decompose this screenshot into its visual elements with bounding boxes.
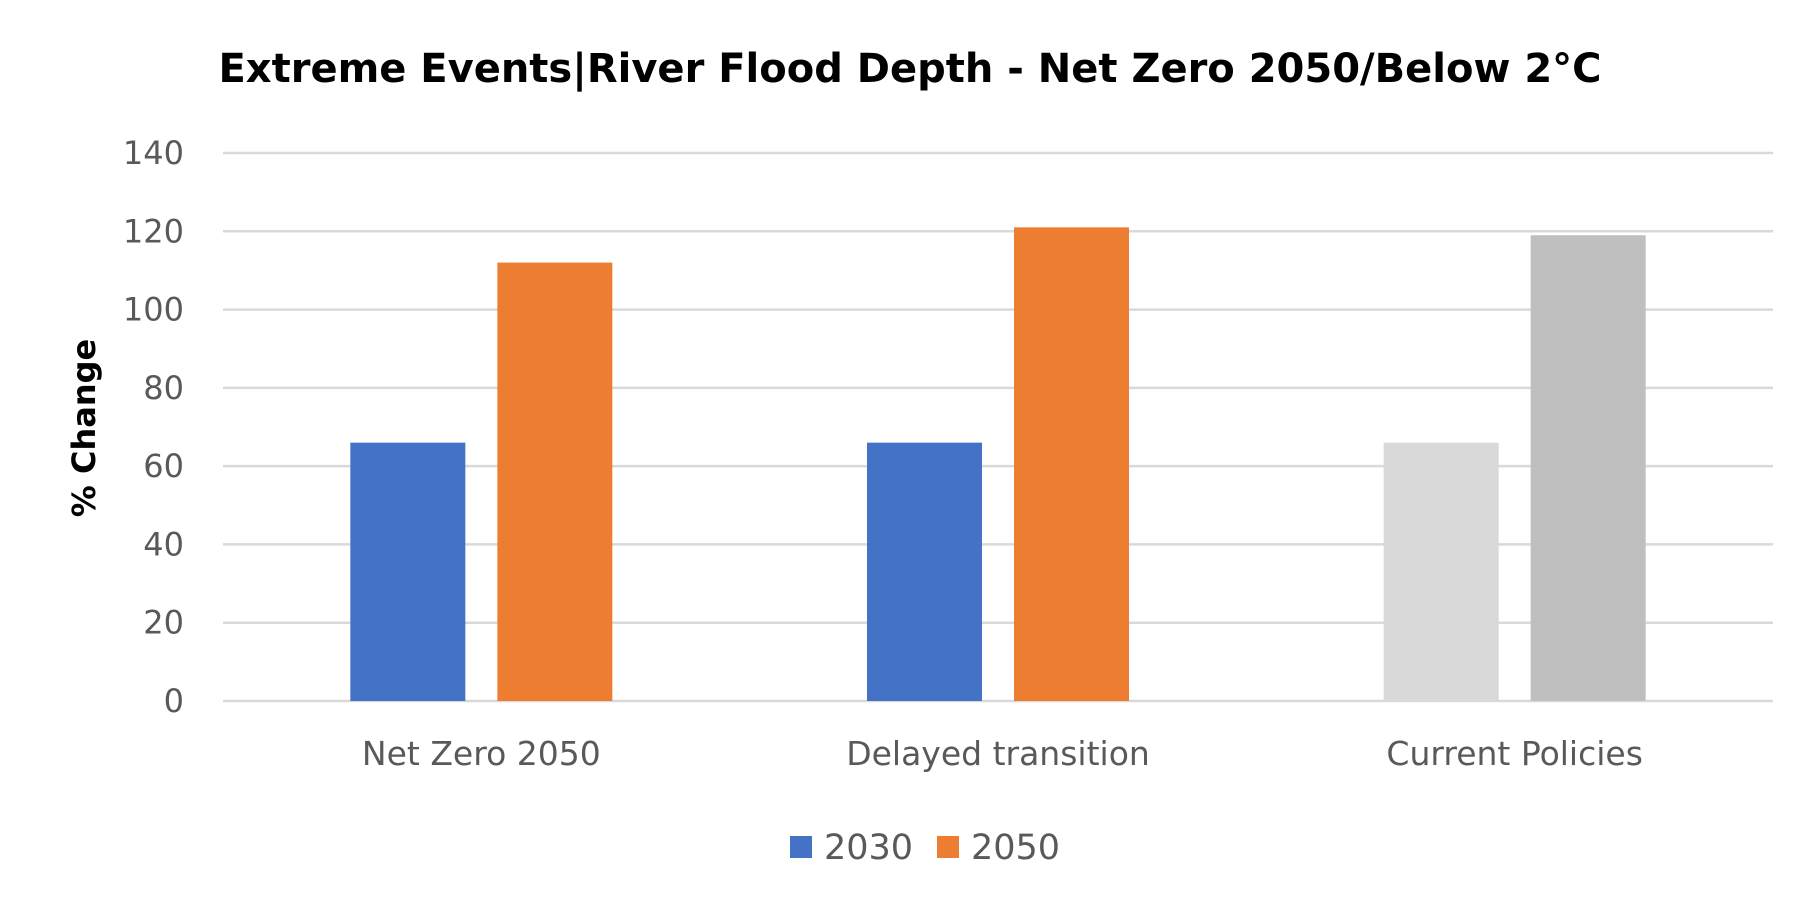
y-tick-label: 20 — [143, 604, 184, 642]
legend-label-2050: 2050 — [971, 828, 1060, 868]
chart-title: Extreme Events|River Flood Depth - Net Z… — [218, 46, 1601, 93]
legend-swatch-2050 — [937, 836, 959, 858]
category-label: Current Policies — [1386, 734, 1643, 773]
legend-label-2030: 2030 — [824, 828, 913, 868]
category-label: Delayed transition — [846, 734, 1150, 773]
bars — [350, 227, 1646, 701]
y-axis-label: % Change — [65, 339, 103, 517]
y-tick-label: 40 — [143, 525, 184, 563]
bar-2050-0 — [497, 262, 613, 701]
y-tick-label: 60 — [143, 447, 184, 485]
legend: 2030 2050 — [790, 828, 1060, 868]
bar-2050-2 — [1530, 235, 1646, 701]
gridlines — [223, 151, 1773, 703]
y-tick-labels: 0 20 40 60 80 100 120 140 — [123, 134, 184, 720]
category-label: Net Zero 2050 — [362, 734, 601, 773]
y-tick-label: 100 — [123, 291, 184, 329]
y-tick-label: 120 — [123, 212, 184, 250]
y-tick-label: 80 — [143, 369, 184, 407]
bar-2030-0 — [350, 442, 466, 701]
y-tick-label: 140 — [123, 134, 184, 172]
y-tick-label: 0 — [164, 682, 184, 720]
category-labels: Net Zero 2050 Delayed transition Current P… — [362, 734, 1643, 773]
legend-swatch-2030 — [790, 836, 812, 858]
bar-2030-2 — [1383, 442, 1499, 701]
bar-2030-1 — [867, 442, 982, 701]
bar-2050-1 — [1014, 227, 1129, 701]
